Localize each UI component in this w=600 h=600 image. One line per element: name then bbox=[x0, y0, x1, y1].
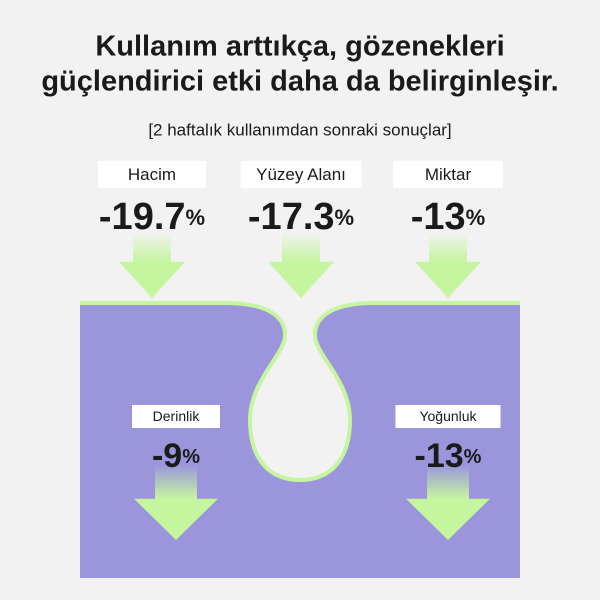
metric-label: Miktar bbox=[425, 165, 472, 184]
metric-value: -13% bbox=[411, 196, 485, 238]
metric-value: -13% bbox=[415, 437, 482, 475]
value-unit: % bbox=[186, 205, 206, 230]
value-unit: % bbox=[466, 205, 486, 230]
value-number: -13 bbox=[415, 437, 464, 475]
title-line: güçlendirici etki daha da belirginleşir. bbox=[41, 66, 558, 98]
subtitle: [2 haftalık kullanımdan sonraki sonuçlar… bbox=[148, 120, 451, 139]
label-box bbox=[395, 405, 501, 428]
metric-label: Yüzey Alanı bbox=[256, 165, 346, 184]
title-line: Kullanım arttıkça, gözenekleri bbox=[95, 31, 504, 63]
value-unit: % bbox=[335, 205, 355, 230]
value-number: -9 bbox=[152, 437, 182, 475]
metrics: Hacim -19.7% Yüzey Alanı -17.3% Miktar -13% De… bbox=[98, 161, 503, 540]
label-box bbox=[98, 161, 206, 188]
down-arrow bbox=[415, 232, 481, 298]
pore-outline bbox=[80, 301, 520, 483]
metric-value: -9% bbox=[152, 437, 200, 475]
value-number: -19.7 bbox=[99, 196, 186, 238]
value-unit: % bbox=[464, 446, 482, 468]
value-unit: % bbox=[182, 446, 200, 468]
value-number: -13 bbox=[411, 196, 466, 238]
metric-label: Derinlik bbox=[153, 408, 201, 424]
metric-value: -19.7% bbox=[99, 196, 205, 238]
down-arrow bbox=[134, 465, 218, 540]
metric-label: Yoğunluk bbox=[419, 408, 477, 424]
label-box bbox=[240, 161, 362, 188]
metric-value: -17.3% bbox=[248, 196, 354, 238]
label-box bbox=[393, 161, 503, 188]
value-number: -17.3 bbox=[248, 196, 335, 238]
label-box bbox=[132, 405, 220, 428]
down-arrow bbox=[119, 232, 185, 298]
down-arrow bbox=[406, 465, 490, 540]
metric-label: Hacim bbox=[128, 165, 176, 184]
down-arrow bbox=[268, 232, 334, 298]
